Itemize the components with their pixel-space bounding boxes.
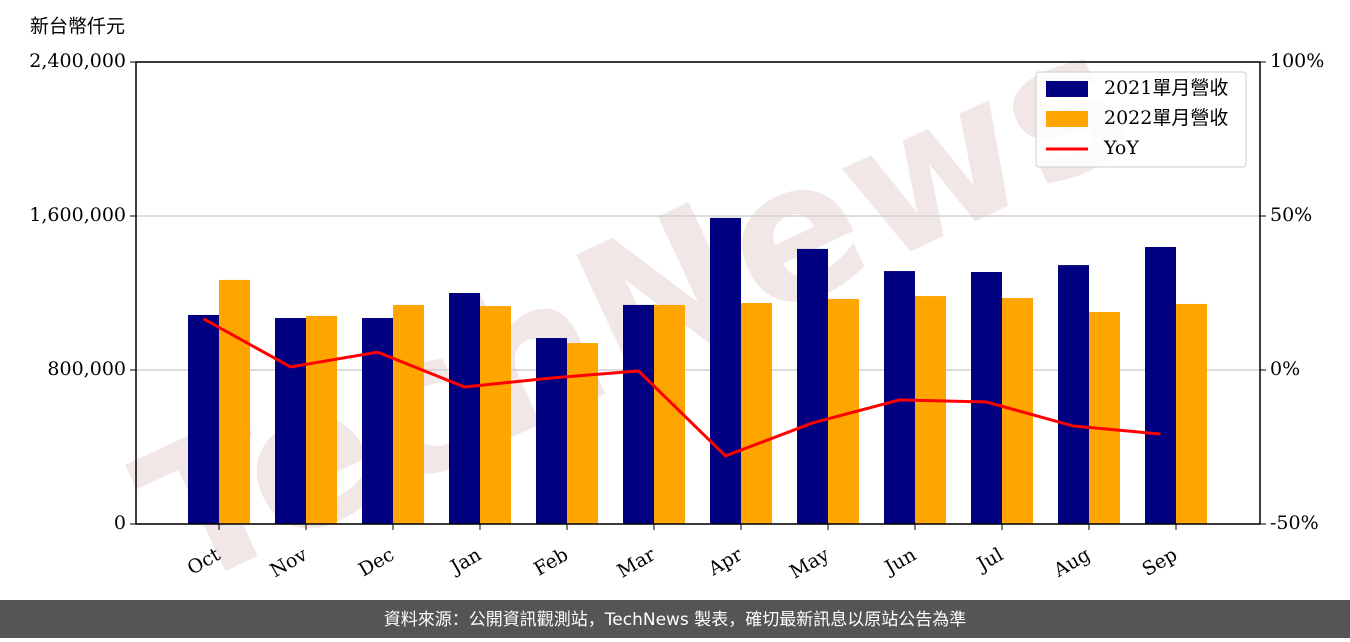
x-tick-label: May — [786, 543, 833, 583]
bar — [536, 338, 567, 524]
y2-tick-label: -50% — [1270, 512, 1319, 534]
y2-tick-label: 50% — [1270, 204, 1312, 226]
footer-text: 資料來源：公開資訊觀測站，TechNews 製表，確切最新訊息以原站公告為準 — [384, 610, 966, 630]
bar — [567, 343, 598, 524]
legend-swatch — [1046, 81, 1088, 97]
x-tick-label: Mar — [613, 543, 659, 582]
legend-swatch — [1046, 111, 1088, 127]
bar — [219, 279, 250, 524]
bar — [741, 303, 772, 524]
bar — [1145, 246, 1176, 524]
y-axis-label: 新台幣仟元 — [30, 16, 125, 38]
x-tick-label: Jul — [972, 544, 1007, 577]
bar — [449, 293, 480, 524]
bar — [1089, 312, 1120, 524]
x-tick-label: Sep — [1138, 544, 1181, 581]
y-tick-label: 1,600,000 — [29, 204, 126, 226]
plot-frame — [135, 61, 1261, 525]
y-tick-label: 2,400,000 — [29, 50, 126, 72]
bar — [480, 306, 511, 524]
bar — [306, 315, 337, 524]
bar — [623, 304, 654, 524]
x-tick-label: Jan — [445, 544, 485, 580]
bar — [393, 304, 424, 524]
bar — [710, 217, 741, 525]
bar — [971, 272, 1002, 524]
x-tick-label: Apr — [704, 543, 747, 580]
footer-band — [0, 600, 1350, 638]
bar — [1058, 265, 1089, 524]
x-tick-label: Feb — [530, 544, 572, 581]
legend-label: 2022單月營收 — [1104, 107, 1228, 129]
bar — [884, 271, 915, 524]
legend-label: 2021單月營收 — [1104, 77, 1228, 99]
bar — [797, 248, 828, 525]
y-tick-label: 800,000 — [47, 358, 126, 380]
legend-label: YoY — [1103, 137, 1139, 159]
legend-box — [1035, 71, 1247, 168]
x-tick-label: Jun — [879, 544, 920, 580]
bar — [1176, 303, 1207, 524]
y2-tick-label: 100% — [1270, 50, 1324, 72]
y2-tick-label: 0% — [1270, 358, 1300, 380]
x-tick-label: Aug — [1049, 544, 1094, 583]
bar — [275, 318, 306, 524]
bar — [362, 318, 393, 524]
bar — [188, 314, 219, 524]
bar — [654, 304, 685, 524]
bar — [915, 296, 946, 524]
line — [202, 317, 1161, 458]
y-tick-label: 0 — [114, 512, 126, 534]
